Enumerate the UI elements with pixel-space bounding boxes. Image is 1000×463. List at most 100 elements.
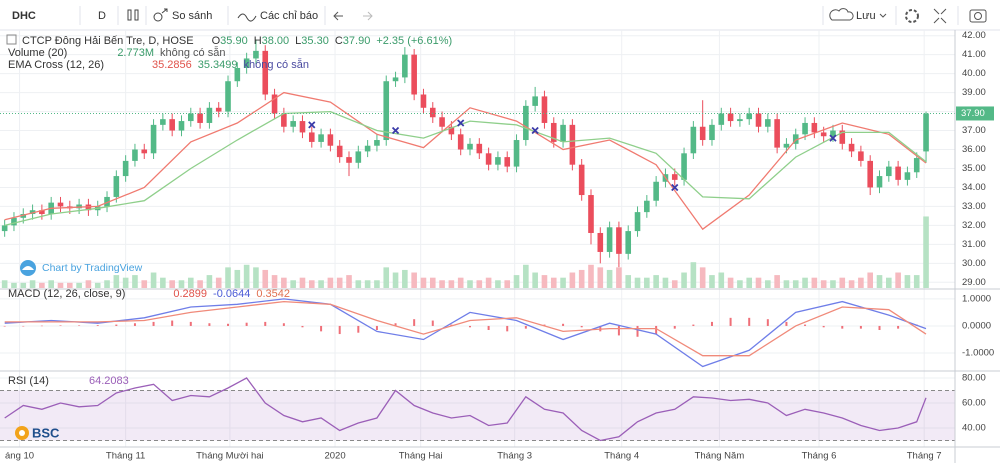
candle-body — [411, 54, 417, 95]
macd-histogram-bar — [152, 321, 155, 326]
last-price-label: 37.90 — [961, 108, 985, 119]
candle-body — [169, 119, 175, 131]
volume-bar — [122, 277, 129, 288]
volume-bar — [104, 280, 110, 288]
candle-body — [644, 200, 650, 213]
macd-histogram-bar — [208, 323, 211, 326]
candle-body — [876, 176, 883, 188]
ema-legend: EMA Cross (12, 26) 35.2856 35.3499 không có… — [8, 58, 309, 71]
volume-bar — [476, 280, 483, 288]
volume-bar — [197, 280, 203, 288]
candle-body — [774, 119, 780, 148]
volume-bar — [765, 280, 771, 288]
y-tick-label: 35.00 — [962, 163, 986, 174]
volume-bar — [215, 277, 222, 288]
macd-histogram-bar — [301, 325, 304, 328]
volume-bar — [644, 277, 650, 288]
settings-button[interactable] — [905, 9, 919, 23]
candle-body — [904, 172, 911, 180]
volume-bar — [802, 277, 808, 288]
volume-bar — [709, 275, 715, 288]
volume-bar — [550, 277, 557, 288]
candle-body — [197, 113, 203, 123]
ohlc-label: O — [212, 35, 221, 47]
interval[interactable]: D — [98, 10, 106, 22]
candle-body — [281, 113, 287, 127]
volume-bar — [150, 272, 157, 288]
volume-bar — [67, 282, 73, 288]
ohlc-value: 38.00 — [262, 35, 290, 47]
volume-bar — [448, 280, 455, 288]
candle-body — [886, 166, 892, 177]
compare-button[interactable]: So sánh — [172, 10, 212, 22]
candle-body — [895, 166, 901, 180]
fullscreen-button[interactable] — [933, 8, 947, 24]
volume-bar — [895, 272, 901, 288]
macd-histogram-bar — [3, 325, 6, 327]
tradingview-badge[interactable]: Chart by TradingView — [20, 260, 143, 276]
volume-bar — [187, 277, 194, 288]
x-tick-label: Tháng 11 — [106, 451, 145, 462]
indicators-icon[interactable] — [237, 13, 257, 22]
bsc-logo: BSC — [15, 425, 60, 440]
macd-histogram-bar — [338, 325, 341, 335]
y-tick-label: 34.00 — [962, 182, 986, 193]
compare-icon[interactable] — [153, 8, 168, 22]
volume-bar — [290, 280, 296, 288]
x-tick-label: Tháng 6 — [802, 451, 837, 462]
rsi-band — [0, 390, 955, 441]
x-tick-label: Tháng Năm — [695, 451, 745, 462]
save-menu[interactable] — [879, 13, 887, 18]
symbol[interactable]: DHC — [12, 10, 36, 22]
watermark: BSC — [32, 425, 60, 440]
ema-value: 35.2856 — [152, 59, 192, 71]
last-price-box — [956, 106, 994, 121]
volume-bar — [262, 269, 269, 288]
macd-histogram-bar — [375, 325, 378, 330]
candle-body — [718, 113, 725, 125]
candle-body — [318, 134, 324, 142]
candle-style-icon[interactable] — [127, 9, 139, 21]
save-button[interactable]: Lưu — [856, 10, 876, 22]
cross-marker — [671, 183, 679, 192]
candle-body — [355, 151, 362, 163]
candle-body — [625, 231, 632, 254]
volume-bar — [532, 272, 538, 288]
volume-legend: Volume (20) 2.773M không có sẵn — [8, 46, 225, 59]
cross-marker — [531, 126, 539, 135]
candle-body — [187, 113, 194, 122]
volume-bar — [718, 272, 725, 288]
macd-histogram-bar — [171, 320, 174, 326]
x-tick-label: Tháng 4 — [604, 451, 639, 462]
candle-body — [150, 124, 157, 154]
indicators-button[interactable]: Các chỉ báo — [260, 10, 318, 22]
macd-histogram-bar — [413, 319, 416, 326]
y-tick-label: 40.00 — [962, 423, 986, 434]
candle-body — [383, 81, 390, 141]
candle-body — [225, 81, 231, 112]
volume-bar — [85, 280, 92, 288]
y-tick-label: 42.00 — [962, 30, 986, 41]
macd-histogram-bar — [841, 325, 844, 329]
volume-bar — [271, 275, 278, 288]
candle-body — [346, 157, 352, 163]
series-title: CTCP Đông Hải Bến Tre, D, HOSE — [22, 35, 194, 47]
volume-bar — [253, 267, 259, 288]
snapshot-button[interactable] — [969, 9, 987, 23]
macd-histogram-bar — [264, 321, 267, 326]
watermark: Chart by TradingView — [42, 262, 143, 274]
candle-body — [830, 130, 836, 137]
legend-toggle[interactable] — [6, 34, 17, 45]
cloud-icon[interactable] — [829, 8, 854, 21]
ema-status: không có sẵn — [244, 58, 309, 71]
macd-histogram-bar — [897, 325, 900, 329]
macd-histogram-bar — [710, 321, 713, 326]
candle-body — [76, 204, 82, 209]
cross-marker — [457, 119, 465, 127]
candle-body — [327, 134, 334, 146]
undo-button[interactable] — [333, 11, 343, 21]
volume-bar — [858, 277, 864, 288]
macd-histogram-bar — [562, 323, 565, 326]
x-tick-label: Tháng Mười hai — [196, 451, 264, 462]
cross-marker — [829, 134, 837, 142]
